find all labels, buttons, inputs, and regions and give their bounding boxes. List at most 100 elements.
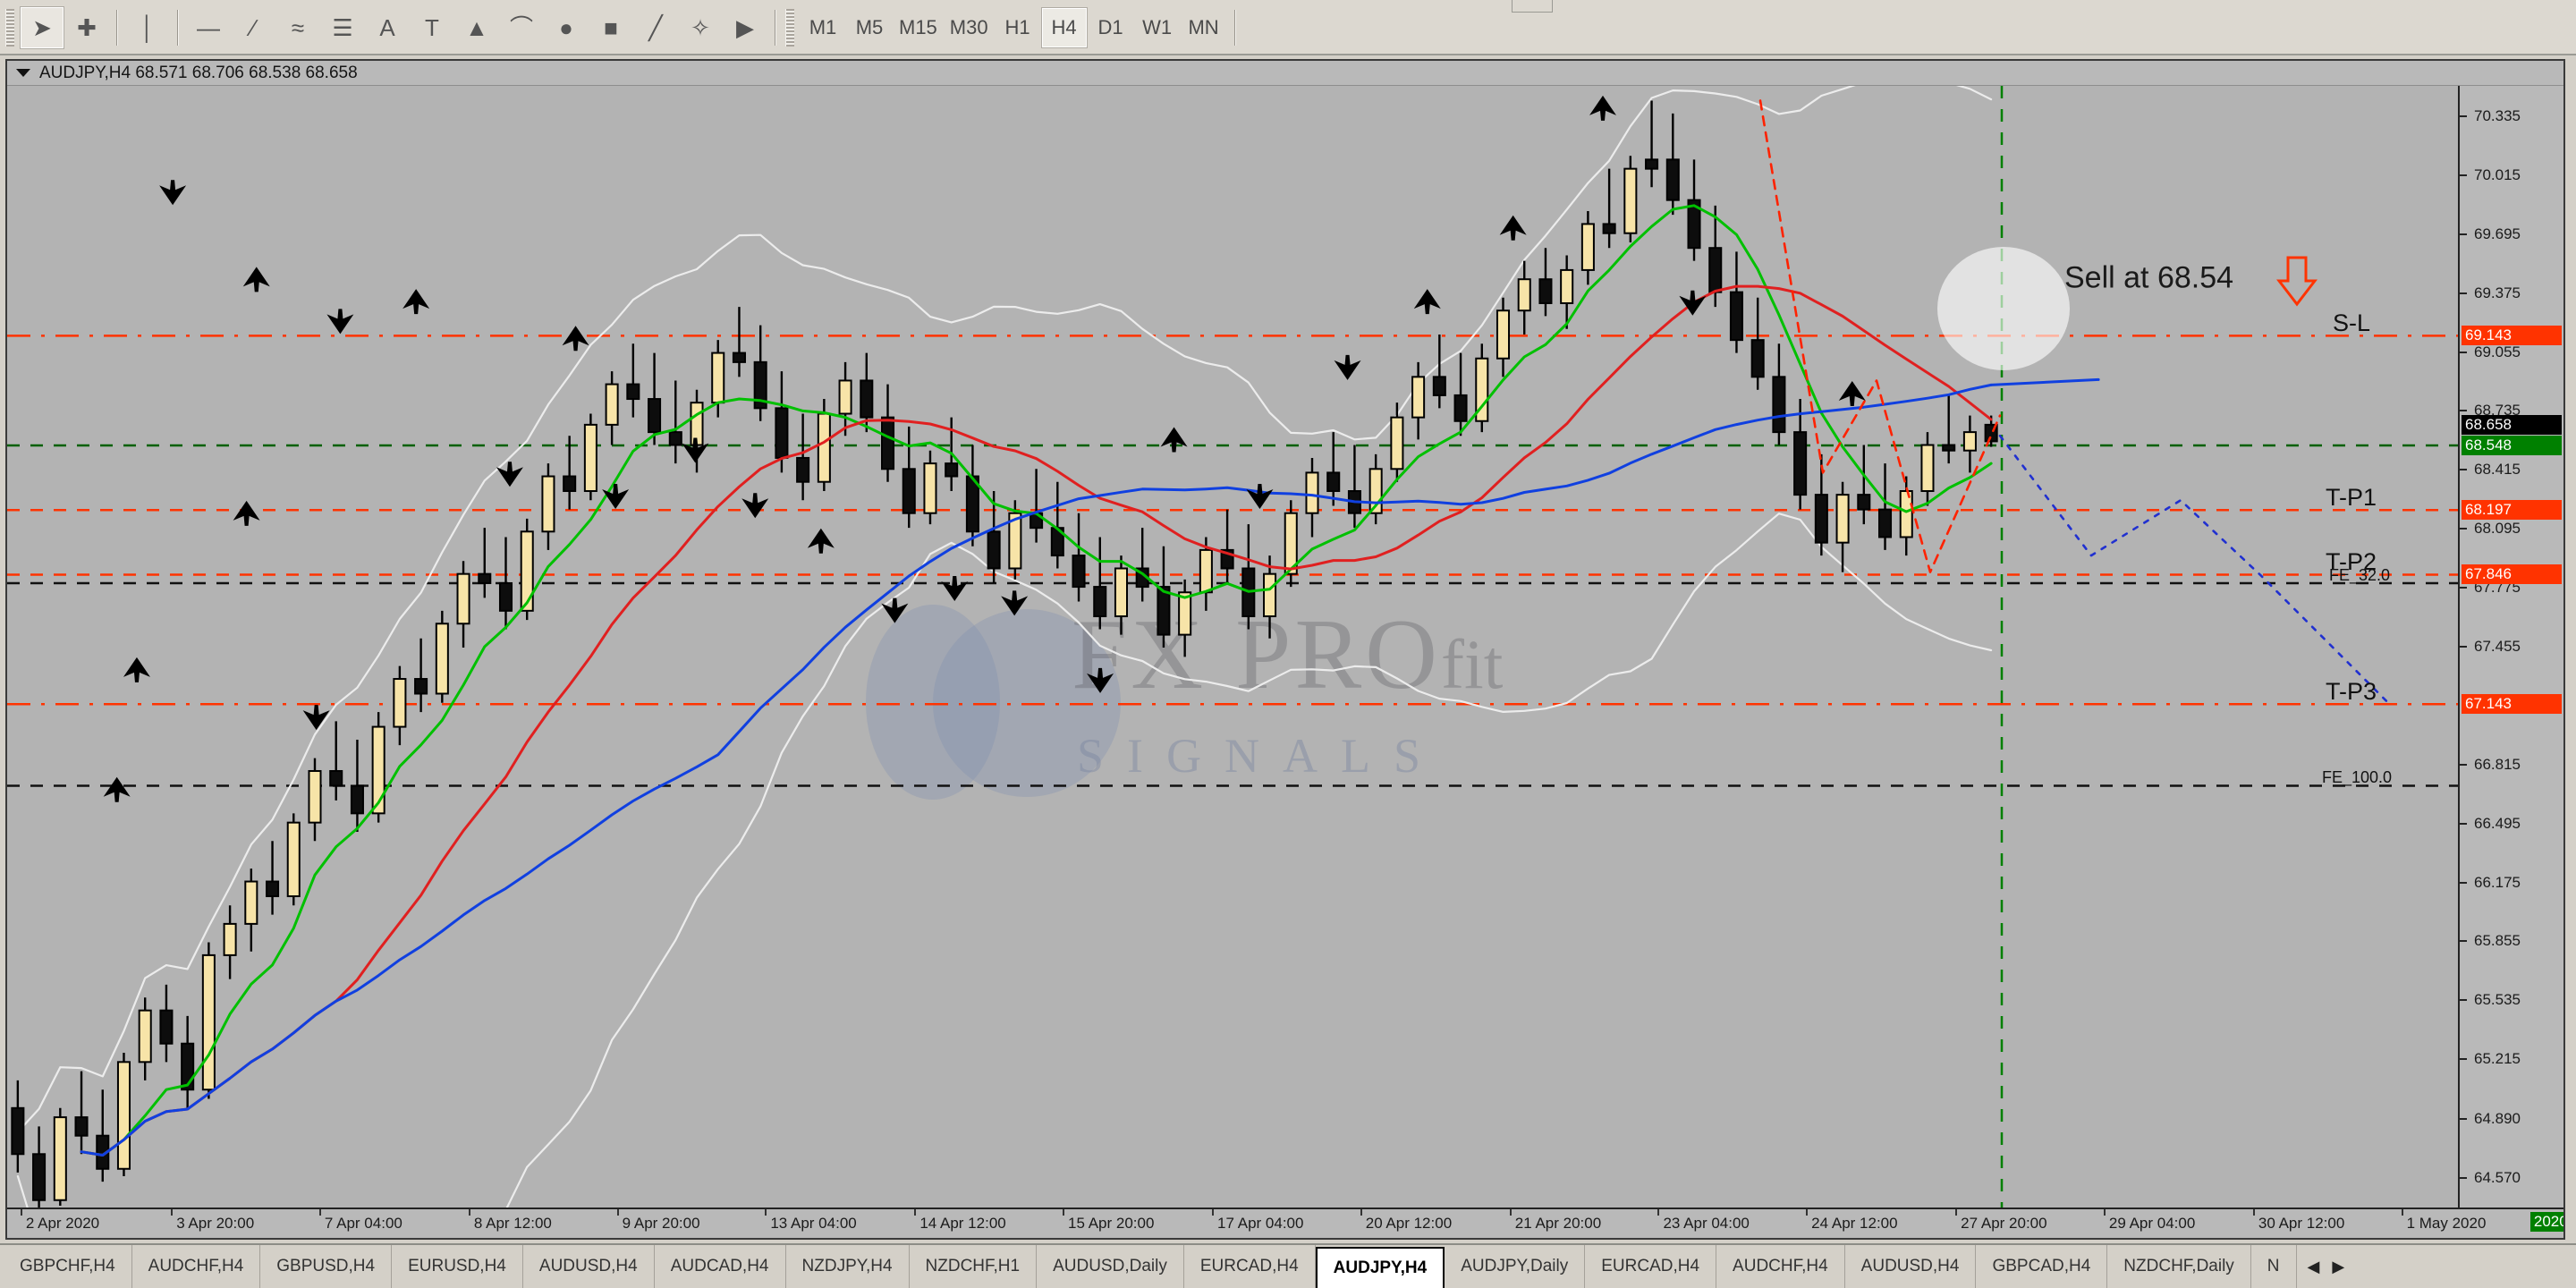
candlestick bbox=[1157, 546, 1171, 648]
candlestick bbox=[902, 426, 916, 529]
candlestick bbox=[817, 399, 831, 492]
candlestick bbox=[286, 813, 301, 906]
fib-expansion-100-level-caption: FE_100.0 bbox=[2322, 768, 2393, 787]
timeframe-button-h4[interactable]: H4 bbox=[1040, 7, 1088, 48]
forecast-zigzag bbox=[1998, 434, 2388, 703]
crosshair-tool[interactable]: ✚ bbox=[64, 6, 109, 49]
timeframe-button-m1[interactable]: M1 bbox=[809, 16, 837, 38]
ellipse-tool[interactable]: ● bbox=[544, 6, 589, 49]
chart-tab-audchf-h4[interactable]: AUDCHF,H4 bbox=[132, 1245, 261, 1288]
timeframe-button-w1[interactable]: W1 bbox=[1142, 16, 1173, 38]
take-profit-1-badge: 68.197 bbox=[2462, 500, 2562, 521]
chart-tab-audusd-h4[interactable]: AUDUSD,H4 bbox=[523, 1245, 655, 1288]
text-label-tool[interactable]: T bbox=[410, 6, 454, 49]
chart-tab-audusd-daily[interactable]: AUDUSD,Daily bbox=[1037, 1245, 1184, 1288]
chart-tab-audjpy-h4[interactable]: AUDJPY,H4 bbox=[1315, 1247, 1445, 1288]
chart-tab-gbpcad-h4[interactable]: GBPCAD,H4 bbox=[1976, 1245, 2108, 1288]
chart-tab-audusd-h4[interactable]: AUDUSD,H4 bbox=[1845, 1245, 1977, 1288]
time-tick bbox=[20, 1209, 22, 1216]
chart-tab-gbpchf-h4[interactable]: GBPCHF,H4 bbox=[4, 1245, 132, 1288]
tab-scroll-next-icon[interactable]: ▶ bbox=[2332, 1257, 2345, 1275]
chart-tab-gbpusd-h4[interactable]: GBPUSD,H4 bbox=[260, 1245, 393, 1288]
toolbar-grip-timeframes[interactable] bbox=[785, 9, 794, 47]
candlestick bbox=[53, 1107, 67, 1206]
chart-tab-nzdchf-h1[interactable]: NZDCHF,H1 bbox=[910, 1245, 1038, 1288]
chart-tabs-bar[interactable]: GBPCHF,H4 AUDCHF,H4 GBPUSD,H4 EURUSD,H4 AUDU… bbox=[0, 1243, 2576, 1288]
candlestick bbox=[1687, 159, 1701, 261]
time-tick bbox=[616, 1209, 619, 1216]
time-axis[interactable]: 2 Apr 2020 3 Apr 20:00 7 Apr 04:00 8 Apr 12… bbox=[7, 1208, 2563, 1238]
vertical-line-tool[interactable]: │ bbox=[125, 6, 170, 49]
bollinger-lower-band bbox=[16, 513, 1993, 1208]
chevron-down-icon[interactable] bbox=[16, 69, 30, 77]
candlestick bbox=[1645, 100, 1659, 188]
price-tick-label: 68.415 bbox=[2474, 461, 2521, 479]
horizontal-line-tool[interactable]: — bbox=[186, 6, 231, 49]
price-axis[interactable]: 70.335 70.015 69.695 69.375 69.055 68.735 68.4… bbox=[2458, 86, 2563, 1208]
text-tool[interactable]: A bbox=[365, 6, 410, 49]
text-icon: A bbox=[379, 14, 395, 41]
candlestick bbox=[498, 537, 513, 630]
cursor-arrow-icon: ▶ bbox=[736, 14, 754, 41]
candlestick bbox=[541, 463, 555, 550]
candlestick bbox=[478, 528, 492, 598]
sell-arrow-down-icon bbox=[2276, 256, 2318, 307]
cursor-tool[interactable]: ➤ bbox=[20, 6, 64, 49]
cursor-arrow-tool[interactable]: ▶ bbox=[723, 6, 767, 49]
equidistant-channel-tool[interactable]: ≈ bbox=[275, 6, 320, 49]
trendline-tool[interactable]: ∕ bbox=[231, 6, 275, 49]
timeframe-group: M1 M5 M15 M30 H1 H4 D1 W1 MN bbox=[800, 7, 1227, 48]
chart-tab-audcad-h4[interactable]: AUDCAD,H4 bbox=[655, 1245, 786, 1288]
toolbar-separator bbox=[177, 10, 179, 46]
candlestick bbox=[223, 905, 237, 979]
chart-tab-audchf-h4[interactable]: AUDCHF,H4 bbox=[1716, 1245, 1845, 1288]
price-tick-label: 69.375 bbox=[2474, 284, 2521, 301]
arrow-up-shape-tool[interactable]: ▲ bbox=[454, 6, 499, 49]
candlestick bbox=[1050, 481, 1064, 569]
chart-tab-eurcad-h4[interactable]: EURCAD,H4 bbox=[1585, 1245, 1717, 1288]
chart-tab-audjpy-daily[interactable]: AUDJPY,Daily bbox=[1445, 1245, 1586, 1288]
chart-window[interactable]: AUDJPY,H4 68.571 68.706 68.538 68.658 FX… bbox=[5, 59, 2565, 1240]
diagonal-tool[interactable]: ╱ bbox=[633, 6, 678, 49]
curve-tool[interactable]: ⌒ bbox=[499, 6, 544, 49]
tab-scroll-prev-icon[interactable]: ◀ bbox=[2307, 1257, 2320, 1275]
time-tick bbox=[468, 1209, 470, 1216]
chart-tab-eurusd-h4[interactable]: EURUSD,H4 bbox=[392, 1245, 523, 1288]
chart-title: AUDJPY,H4 68.571 68.706 68.538 68.658 bbox=[39, 63, 358, 82]
candlestick bbox=[965, 445, 979, 547]
drawing-tools-group: ➤ ✚ │ — ∕ ≈ ☰ A T ▲ ⌒ ● ■ ╱ ✧ ▶ bbox=[20, 6, 767, 49]
candlestick bbox=[1284, 500, 1298, 588]
price-tick bbox=[2460, 587, 2467, 589]
chart-tab-nzdchf-daily[interactable]: NZDCHF,Daily bbox=[2107, 1245, 2251, 1288]
zigzag-tool[interactable]: ✧ bbox=[678, 6, 723, 49]
price-tick bbox=[2460, 999, 2467, 1002]
timeframe-button-h1[interactable]: H1 bbox=[1004, 16, 1030, 38]
chart-tab-n[interactable]: N bbox=[2251, 1245, 2297, 1288]
price-tick bbox=[2460, 763, 2467, 766]
candlestick bbox=[1623, 156, 1638, 243]
stop-loss-level-caption: S-L bbox=[2333, 309, 2371, 337]
timeframe-button-m15[interactable]: M15 bbox=[899, 16, 937, 38]
timeframe-button-mn[interactable]: MN bbox=[1188, 16, 1219, 38]
timeframe-button-m30[interactable]: M30 bbox=[949, 16, 988, 38]
bollinger-upper-band bbox=[16, 86, 1993, 1133]
fibonacci-tool[interactable]: ☰ bbox=[320, 6, 365, 49]
candlestick bbox=[1220, 509, 1234, 583]
candlestick bbox=[1942, 394, 1956, 464]
timeframe-button-d1[interactable]: D1 bbox=[1097, 16, 1123, 38]
candlestick bbox=[1580, 211, 1595, 285]
chart-tab-eurcad-h4[interactable]: EURCAD,H4 bbox=[1184, 1245, 1316, 1288]
candlestick bbox=[244, 869, 258, 952]
sell-arrow-marker bbox=[1679, 290, 1707, 316]
chart-tab-nzdjpy-h4[interactable]: NZDJPY,H4 bbox=[786, 1245, 910, 1288]
rectangle-tool[interactable]: ■ bbox=[589, 6, 633, 49]
price-tick bbox=[2460, 469, 2467, 471]
chart-plot-area[interactable]: FX PROfit SIGNALS Sell at 68.54 S-L T-P1 T… bbox=[7, 86, 2458, 1208]
candlestick bbox=[1368, 453, 1383, 525]
timeframe-button-m5[interactable]: M5 bbox=[855, 16, 884, 38]
candlestick bbox=[753, 325, 767, 421]
price-tick bbox=[2460, 351, 2467, 353]
toolbar-grip-drawing[interactable] bbox=[5, 9, 14, 47]
price-tick-label: 65.215 bbox=[2474, 1050, 2521, 1068]
sell-arrow-marker bbox=[941, 575, 969, 601]
